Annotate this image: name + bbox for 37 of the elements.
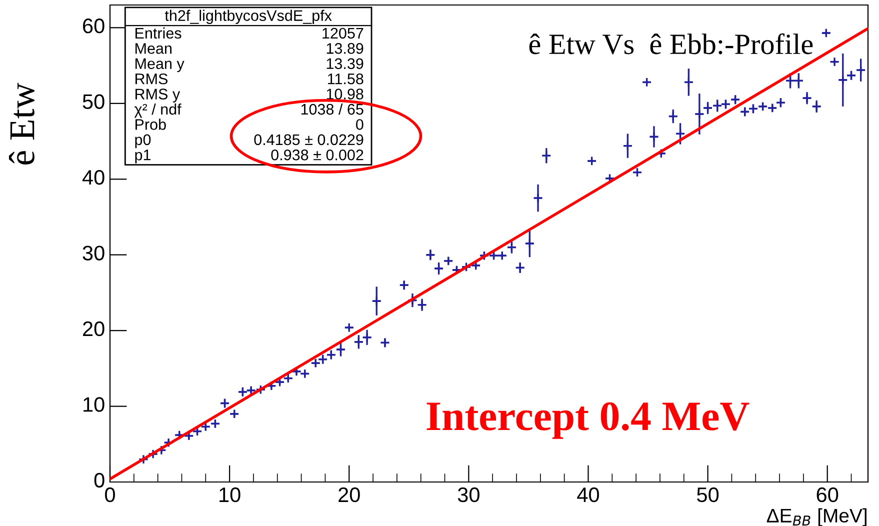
- annotation: 13.39: [326, 58, 364, 70]
- annotation: 0.4185 ± 0.0229: [254, 134, 364, 146]
- annotation: Prob: [136, 118, 166, 130]
- annotation: Mean: [136, 43, 172, 54]
- annotation: 0.938 ± 0.002: [271, 150, 364, 160]
- annotation: 0: [356, 119, 364, 130]
- annotation: th2f_lightbycosVsdE_pfx: [164, 10, 332, 24]
- x-tick-label: 50: [697, 487, 719, 502]
- annotation: Entries: [136, 27, 182, 39]
- annotation: Mean y: [136, 58, 184, 72]
- annotation: RMS: [136, 73, 168, 84]
- annotation: p1: [135, 150, 151, 164]
- annotation: 1038 / 65: [301, 103, 364, 115]
- y-tick-label: 40: [82, 170, 104, 185]
- x-tick-label: 30: [458, 487, 480, 502]
- x-tick-label: 0: [105, 487, 115, 502]
- y-tick-label: 30: [82, 246, 104, 260]
- annotation: Intercept 0.4 MeV: [426, 402, 750, 439]
- x-tick-label: 10: [220, 487, 240, 502]
- annotation: 12057: [322, 28, 364, 39]
- annotation: χ² / ndf: [134, 103, 182, 118]
- y-tick-label: 20: [83, 321, 104, 336]
- x-axis-title: ΔE$_{BB}$ [MeV]: [766, 508, 866, 526]
- y-tick-label: 60: [83, 18, 104, 34]
- x-tick-label: 20: [338, 487, 360, 502]
- y-tick-label: 50: [82, 94, 104, 110]
- annotation: 11.58: [328, 73, 364, 84]
- annotation: p0: [135, 134, 151, 148]
- y-tick-label: 0: [94, 472, 104, 488]
- y-tick-label: 10: [84, 397, 104, 412]
- annotation: 10.98: [326, 88, 364, 100]
- annotation: RMS y: [136, 88, 180, 103]
- y-axis-title: ê Etw: [8, 82, 34, 164]
- text: ê Etw Vs ê Ebb:-Profile: [529, 33, 813, 54]
- x-tick-label: 40: [577, 487, 600, 502]
- annotation: 13.89: [326, 43, 364, 54]
- x-tick-label: 60: [816, 487, 838, 502]
